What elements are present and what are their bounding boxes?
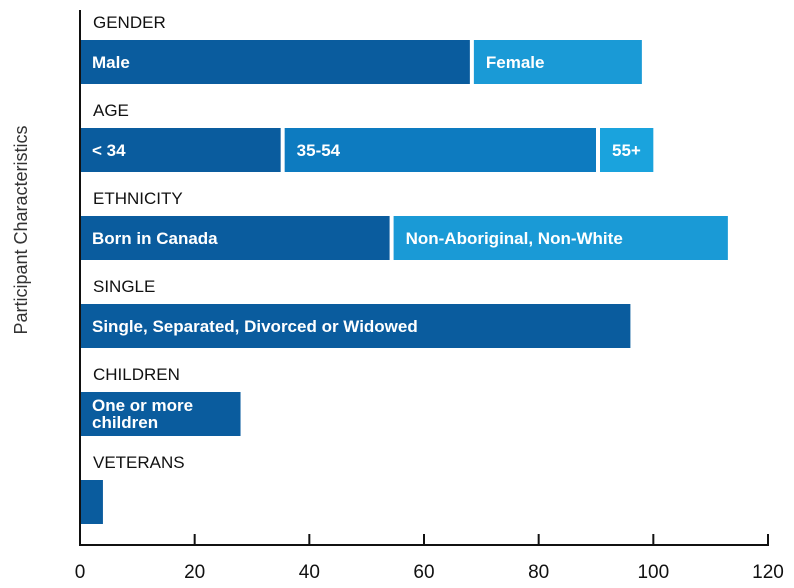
- x-tick-label: 40: [299, 562, 320, 583]
- group-label: VETERANS: [93, 453, 185, 472]
- bar-segment: [473, 40, 642, 84]
- x-tick-label: 120: [752, 562, 784, 583]
- bar-segment: [600, 128, 654, 172]
- x-tick-label: 100: [637, 562, 669, 583]
- bar-segment: [80, 40, 470, 84]
- group-label: AGE: [93, 101, 129, 120]
- bar-segment: [80, 480, 103, 524]
- y-axis-label: Participant Characteristics: [11, 125, 31, 334]
- bar-segment: [80, 216, 390, 260]
- bar-segment: [80, 392, 241, 436]
- bar-segment: [80, 128, 281, 172]
- x-tick-label: 60: [413, 562, 434, 583]
- segment-label: One or more children: [92, 396, 194, 432]
- segment-label: < 34: [92, 140, 126, 160]
- segment-label: 35-54: [296, 140, 341, 160]
- segment-label: Non-Aboriginal, Non-White: [405, 228, 623, 248]
- segment-label: 55+: [612, 140, 641, 160]
- group-label: GENDER: [93, 13, 166, 32]
- x-tick-label: 80: [528, 562, 549, 583]
- bar-segment: [80, 304, 631, 348]
- bar-segment: [284, 128, 596, 172]
- group-label: ETHNICITY: [93, 189, 183, 208]
- bar-segment: [393, 216, 728, 260]
- group-label: SINGLE: [93, 277, 156, 296]
- x-tick-label: 20: [184, 562, 205, 583]
- segment-label: Male: [92, 52, 130, 72]
- segment-label: Born in Canada: [92, 228, 218, 248]
- segment-label: Female: [485, 52, 545, 72]
- segment-label: Single, Separated, Divorced or Widowed: [92, 316, 418, 336]
- x-tick-label: 0: [75, 562, 86, 583]
- group-label: CHILDREN: [93, 365, 180, 384]
